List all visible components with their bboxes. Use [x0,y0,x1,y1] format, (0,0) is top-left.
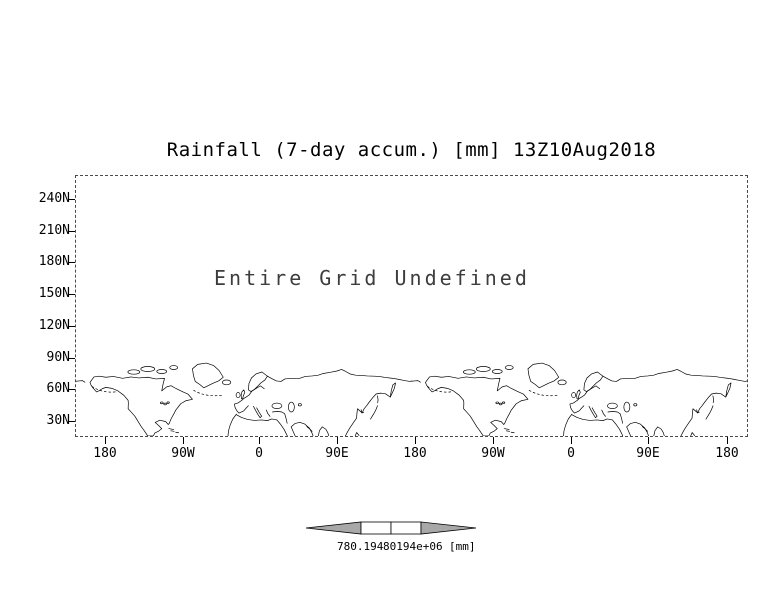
y-axis-tick [68,231,75,232]
y-axis-tick [68,421,75,422]
x-tick-label: 180 [715,446,739,461]
undefined-grid-annotation: Entire Grid Undefined [214,266,530,290]
y-axis-tick [68,389,75,390]
colorbar-box [360,521,392,535]
y-tick-label: 30N [46,413,70,428]
y-tick-label: 120N [38,318,70,333]
x-axis-tick [648,437,649,444]
y-tick-label: 150N [38,286,70,301]
colorbar [305,520,477,535]
y-axis-tick [68,326,75,327]
x-tick-label: 90E [636,446,660,461]
colorbar-unit-label: [mm] [449,540,476,553]
colorbar-box [390,521,422,535]
x-tick-label: 180 [403,446,427,461]
y-tick-label: 60N [46,381,70,396]
y-tick-label: 240N [38,191,70,206]
plot-frame: Entire Grid Undefined [75,175,748,437]
x-axis-tick [259,437,260,444]
colorbar-left-arrow-icon [305,521,362,535]
y-tick-label: 210N [38,223,70,238]
y-axis-tick [68,199,75,200]
y-axis-tick [68,262,75,263]
x-tick-label: 0 [567,446,575,461]
x-tick-label: 90E [325,446,349,461]
plot-title: Rainfall (7-day accum.) [mm] 13Z10Aug201… [166,139,657,161]
colorbar-tick-label: 780.194 [337,540,384,553]
x-axis-tick [183,437,184,444]
y-axis-tick [68,358,75,359]
x-axis-tick [415,437,416,444]
colorbar-tick-label: 80194e+06 [383,540,443,553]
y-tick-label: 90N [46,350,70,365]
x-axis-tick [571,437,572,444]
x-tick-label: 90W [171,446,195,461]
x-axis-tick [493,437,494,444]
x-axis-tick [727,437,728,444]
colorbar-right-arrow-icon [420,521,477,535]
x-tick-label: 180 [93,446,117,461]
y-tick-label: 180N [38,254,70,269]
x-tick-label: 0 [255,446,263,461]
y-axis-tick [68,294,75,295]
x-axis-tick [105,437,106,444]
x-axis-tick [337,437,338,444]
x-tick-label: 90W [481,446,505,461]
world-coastline-map [76,362,747,436]
